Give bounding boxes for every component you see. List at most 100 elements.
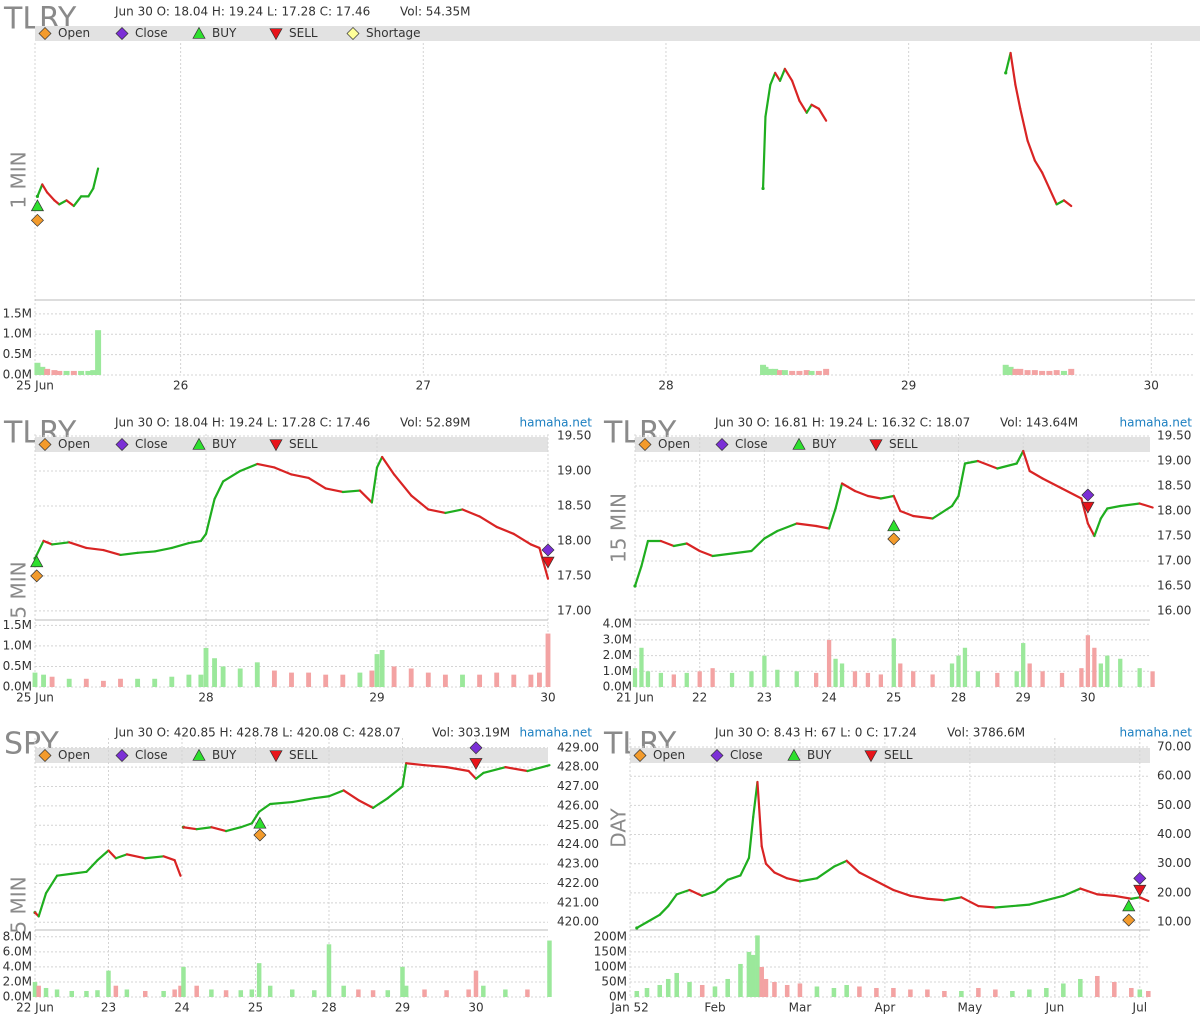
volume-tick-label: 2.0M bbox=[3, 974, 32, 988]
legend-label: Open bbox=[58, 437, 90, 451]
volume-bar bbox=[267, 985, 273, 997]
price-segment bbox=[747, 815, 755, 860]
price-segment bbox=[42, 539, 54, 546]
legend-label: BUY bbox=[807, 748, 832, 762]
volume-total: Vol: 3786.6M bbox=[947, 726, 1025, 740]
volume-bar bbox=[930, 674, 935, 687]
volume-tick-label: 0.5M bbox=[3, 659, 32, 673]
price-segment bbox=[85, 859, 99, 873]
price-segment bbox=[1014, 83, 1022, 110]
legend-label: Open bbox=[58, 748, 90, 762]
legend-bar bbox=[35, 26, 1200, 41]
y-tick-label: 422.00 bbox=[557, 876, 599, 890]
y-tick-label: 17.00 bbox=[1157, 554, 1191, 568]
legend-icon bbox=[787, 748, 801, 761]
volume-bar bbox=[794, 671, 799, 687]
price-segment bbox=[791, 79, 801, 102]
price-segment bbox=[1019, 107, 1029, 142]
legend-label: Open bbox=[653, 748, 685, 762]
legend-label: SELL bbox=[289, 437, 318, 451]
volume-bar bbox=[995, 672, 1000, 687]
volume-bar bbox=[249, 989, 255, 997]
price-segment bbox=[342, 789, 360, 802]
price-segment bbox=[107, 849, 117, 860]
volume-bar bbox=[69, 990, 74, 997]
price-segment bbox=[892, 494, 902, 513]
y-tick-label: 19.00 bbox=[1157, 454, 1191, 468]
volume-bar bbox=[106, 970, 111, 997]
price-segment bbox=[730, 549, 753, 555]
volume-bar bbox=[874, 987, 879, 997]
volume-bar bbox=[209, 989, 214, 997]
price-segment bbox=[341, 489, 361, 494]
volume-bar bbox=[547, 940, 552, 997]
price-segment bbox=[633, 564, 643, 588]
volume-bar bbox=[1021, 643, 1026, 687]
volume-bar bbox=[95, 330, 102, 375]
volume-bar bbox=[152, 678, 158, 687]
y-tick-label: 429.00 bbox=[557, 740, 599, 754]
trade-marker bbox=[1133, 871, 1147, 885]
trade-marker bbox=[541, 556, 555, 569]
volume-bar bbox=[172, 989, 177, 997]
volume-bar bbox=[815, 370, 822, 375]
volume-bar bbox=[1150, 671, 1155, 687]
price-segment bbox=[805, 103, 813, 114]
x-tick-label: 22 Jun bbox=[16, 1001, 54, 1015]
volume-bar bbox=[238, 990, 244, 997]
price-segment bbox=[370, 466, 379, 504]
quote: Jun 30 O: 18.04 H: 19.24 L: 17.28 C: 17.… bbox=[114, 5, 370, 19]
volume-bar bbox=[385, 990, 391, 997]
volume-bar bbox=[178, 985, 183, 997]
price-segment bbox=[685, 542, 701, 553]
price-segment bbox=[635, 921, 649, 930]
volume-bar bbox=[32, 672, 38, 687]
volume-bar bbox=[1046, 370, 1053, 375]
x-tick-label: 24 bbox=[174, 1001, 189, 1015]
price-segment bbox=[173, 859, 182, 877]
volume-bar bbox=[808, 370, 815, 375]
trade-marker bbox=[887, 532, 901, 546]
volume-tick-label: 0.0M bbox=[3, 368, 32, 382]
volume-bar bbox=[725, 978, 730, 997]
price-segment bbox=[1026, 139, 1036, 162]
price-segment bbox=[410, 494, 430, 511]
volume-bar bbox=[194, 985, 199, 997]
x-tick-label: 28 bbox=[321, 1001, 336, 1015]
price-segment bbox=[273, 466, 293, 476]
volume-bar bbox=[56, 370, 63, 375]
volume-bar bbox=[639, 647, 644, 687]
legend-bar bbox=[35, 437, 548, 452]
legend-icon bbox=[115, 749, 129, 762]
price-segment bbox=[386, 785, 404, 800]
volume-bar bbox=[796, 370, 803, 375]
volume-tick-label: 0M bbox=[609, 990, 627, 1004]
volume-bar bbox=[41, 674, 46, 687]
volume-bar bbox=[746, 951, 752, 997]
price-segment bbox=[711, 552, 734, 558]
price-segment bbox=[187, 539, 202, 545]
volume-bar bbox=[503, 989, 508, 997]
volume-bar bbox=[289, 672, 294, 687]
volume-bar bbox=[357, 672, 363, 687]
volume-bar bbox=[369, 670, 375, 687]
price-segment bbox=[810, 103, 820, 110]
price-segment bbox=[1055, 199, 1066, 206]
price-segment bbox=[467, 769, 478, 780]
x-tick-label: 24 bbox=[821, 691, 836, 705]
legend-icon bbox=[864, 750, 878, 763]
volume-bar bbox=[712, 986, 718, 997]
y-tick-label: 70.00 bbox=[1157, 740, 1191, 754]
y-tick-label: 19.50 bbox=[557, 429, 591, 443]
price-segment bbox=[675, 888, 691, 896]
price-segment bbox=[290, 473, 310, 480]
volume-bar bbox=[644, 987, 650, 997]
volume-bar bbox=[545, 633, 551, 687]
volume-tick-label: 200M bbox=[594, 929, 627, 943]
y-tick-label: 50.00 bbox=[1157, 798, 1191, 812]
price-segment bbox=[1028, 469, 1044, 480]
trade-marker bbox=[253, 816, 267, 829]
trade-marker bbox=[1133, 884, 1147, 897]
volume-bar bbox=[1085, 635, 1091, 687]
volume-bar bbox=[1010, 990, 1015, 997]
